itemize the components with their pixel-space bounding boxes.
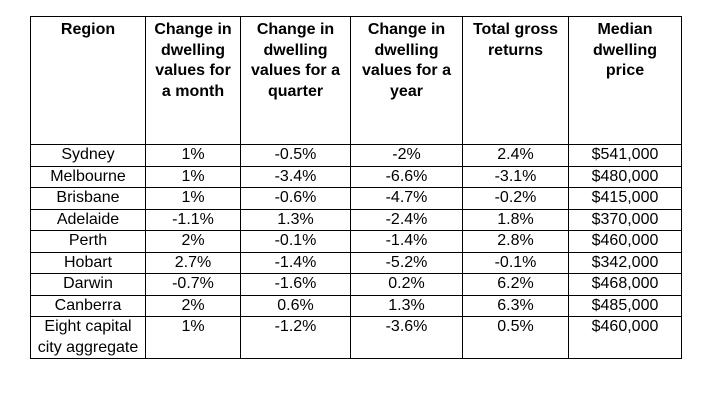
- table-row: Brisbane 1% -0.6% -4.7% -0.2% $415,000: [30, 187, 682, 210]
- cell-median-price: $370,000: [568, 208, 682, 231]
- header-median-price: Median dwelling price: [568, 16, 682, 145]
- cell-quarter-change: -0.1%: [240, 230, 351, 253]
- table-header-row: Region Change in dwelling values for a m…: [30, 16, 682, 145]
- header-quarter-change: Change in dwelling values for a quarter: [240, 16, 351, 145]
- cell-quarter-change: -0.5%: [240, 144, 351, 167]
- table-row: Darwin -0.7% -1.6% 0.2% 6.2% $468,000: [30, 273, 682, 296]
- cell-region: Melbourne: [30, 165, 146, 188]
- cell-region: Eight capital city aggregate: [30, 316, 146, 359]
- table-row: Perth 2% -0.1% -1.4% 2.8% $460,000: [30, 230, 682, 253]
- cell-month-change: 2%: [145, 230, 241, 253]
- cell-median-price: $485,000: [568, 294, 682, 317]
- cell-year-change: 1.3%: [350, 294, 463, 317]
- cell-gross-returns: -3.1%: [462, 165, 569, 188]
- cell-gross-returns: 6.2%: [462, 273, 569, 296]
- dwelling-values-table: Region Change in dwelling values for a m…: [30, 16, 682, 359]
- cell-region: Brisbane: [30, 187, 146, 210]
- cell-month-change: 1%: [145, 187, 241, 210]
- table-row: Sydney 1% -0.5% -2% 2.4% $541,000: [30, 144, 682, 167]
- cell-region: Hobart: [30, 251, 146, 274]
- cell-month-change: 1%: [145, 165, 241, 188]
- cell-month-change: 2%: [145, 294, 241, 317]
- cell-region: Perth: [30, 230, 146, 253]
- cell-year-change: -1.4%: [350, 230, 463, 253]
- table-row: Adelaide -1.1% 1.3% -2.4% 1.8% $370,000: [30, 208, 682, 231]
- cell-month-change: 1%: [145, 316, 241, 359]
- cell-median-price: $480,000: [568, 165, 682, 188]
- cell-quarter-change: -0.6%: [240, 187, 351, 210]
- cell-year-change: -2%: [350, 144, 463, 167]
- cell-gross-returns: 2.8%: [462, 230, 569, 253]
- cell-quarter-change: -1.4%: [240, 251, 351, 274]
- cell-quarter-change: -3.4%: [240, 165, 351, 188]
- dwelling-values-table-container: Region Change in dwelling values for a m…: [30, 16, 682, 359]
- cell-quarter-change: -1.2%: [240, 316, 351, 359]
- header-region: Region: [30, 16, 146, 145]
- table-row: Melbourne 1% -3.4% -6.6% -3.1% $480,000: [30, 165, 682, 188]
- cell-year-change: -3.6%: [350, 316, 463, 359]
- cell-region: Adelaide: [30, 208, 146, 231]
- cell-year-change: 0.2%: [350, 273, 463, 296]
- cell-quarter-change: -1.6%: [240, 273, 351, 296]
- cell-median-price: $415,000: [568, 187, 682, 210]
- cell-gross-returns: -0.2%: [462, 187, 569, 210]
- cell-year-change: -5.2%: [350, 251, 463, 274]
- header-month-change: Change in dwelling values for a month: [145, 16, 241, 145]
- cell-gross-returns: -0.1%: [462, 251, 569, 274]
- cell-median-price: $342,000: [568, 251, 682, 274]
- cell-median-price: $460,000: [568, 316, 682, 359]
- cell-year-change: -6.6%: [350, 165, 463, 188]
- cell-gross-returns: 0.5%: [462, 316, 569, 359]
- table-row: Canberra 2% 0.6% 1.3% 6.3% $485,000: [30, 294, 682, 317]
- cell-median-price: $541,000: [568, 144, 682, 167]
- header-year-change: Change in dwelling values for a year: [350, 16, 463, 145]
- cell-gross-returns: 1.8%: [462, 208, 569, 231]
- cell-month-change: 2.7%: [145, 251, 241, 274]
- cell-region: Darwin: [30, 273, 146, 296]
- cell-median-price: $460,000: [568, 230, 682, 253]
- cell-month-change: -1.1%: [145, 208, 241, 231]
- cell-quarter-change: 0.6%: [240, 294, 351, 317]
- header-gross-returns: Total gross returns: [462, 16, 569, 145]
- cell-region: Canberra: [30, 294, 146, 317]
- cell-month-change: -0.7%: [145, 273, 241, 296]
- cell-year-change: -4.7%: [350, 187, 463, 210]
- cell-median-price: $468,000: [568, 273, 682, 296]
- cell-gross-returns: 6.3%: [462, 294, 569, 317]
- table-row: Hobart 2.7% -1.4% -5.2% -0.1% $342,000: [30, 251, 682, 274]
- cell-year-change: -2.4%: [350, 208, 463, 231]
- table-row: Eight capital city aggregate 1% -1.2% -3…: [30, 316, 682, 359]
- cell-month-change: 1%: [145, 144, 241, 167]
- cell-quarter-change: 1.3%: [240, 208, 351, 231]
- cell-gross-returns: 2.4%: [462, 144, 569, 167]
- cell-region: Sydney: [30, 144, 146, 167]
